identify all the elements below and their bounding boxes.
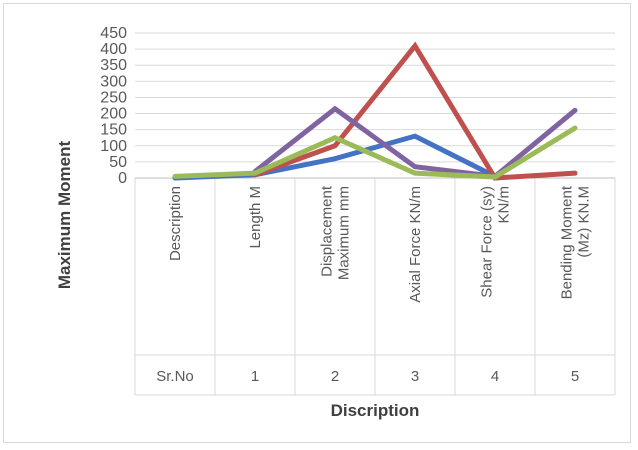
y-tick-label: 450 [100, 25, 127, 42]
category-label-line: Axial Force KN/m [407, 186, 424, 303]
category-label-line: Maximum mm [336, 186, 353, 280]
y-tick-label: 0 [118, 170, 127, 187]
y-tick-label: 400 [100, 41, 127, 58]
category-label-line: Description [167, 186, 184, 261]
category-label: Shear Force (sy)KN/m [479, 186, 513, 298]
category-label: Bending Moment(Mz) KN.M [559, 185, 593, 299]
table-row-label: 2 [331, 368, 339, 385]
y-tick-label: 250 [100, 89, 127, 106]
category-label: DisplacementMaximum mm [319, 185, 353, 280]
x-axis-title: Discription [331, 401, 420, 420]
table-row-label: 3 [411, 368, 419, 385]
category-label-line: KN/m [496, 186, 513, 224]
y-tick-label: 50 [109, 154, 127, 171]
table-row-label: 1 [251, 368, 259, 385]
table-row-label: 5 [571, 368, 579, 385]
table-row-label: 4 [491, 368, 499, 385]
series-line [252, 105, 578, 179]
series-line [172, 125, 578, 180]
category-label-line: Shear Force (sy) [479, 186, 496, 298]
y-tick-label: 300 [100, 73, 127, 90]
y-tick-label: 150 [100, 122, 127, 139]
category-label: Description [167, 186, 184, 261]
series-line [252, 41, 578, 181]
y-tick-label: 350 [100, 57, 127, 74]
category-label: Length M [247, 186, 264, 249]
y-axis-title: Maximum Moment [55, 141, 74, 290]
table-row-label: Sr.No [156, 368, 194, 385]
category-label-line: Length M [247, 186, 264, 249]
chart-frame [3, 3, 631, 443]
y-tick-label: 200 [100, 106, 127, 123]
category-label-line: Displacement [319, 185, 336, 277]
category-label: Axial Force KN/m [407, 186, 424, 303]
y-tick-label: 100 [100, 138, 127, 155]
category-label-line: (Mz) KN.M [576, 186, 593, 258]
category-label-line: Bending Moment [559, 185, 576, 299]
